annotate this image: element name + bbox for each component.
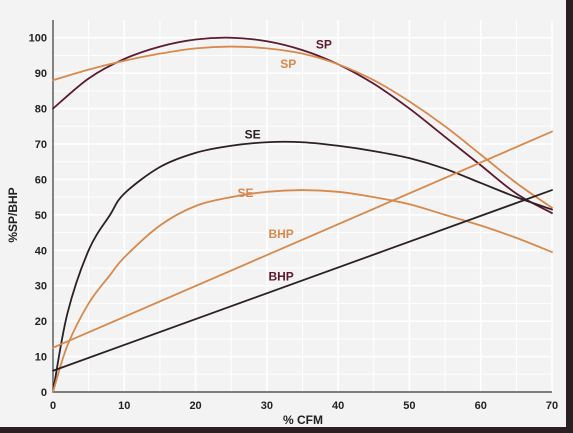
y-tick-label: 10 [35, 352, 47, 364]
x-tick-label: 40 [332, 400, 344, 412]
y-tick-label: 30 [35, 281, 47, 293]
x-tick-label: 10 [118, 400, 130, 412]
curve-label-sp: SP [316, 37, 332, 51]
x-axis-title: % CFM [283, 413, 323, 427]
curve-label-bhp: BHP [268, 269, 293, 283]
x-tick-label: 20 [189, 400, 201, 412]
y-tick-label: 70 [35, 139, 47, 151]
curve-label-bhp: BHP [268, 227, 293, 241]
y-tick-label: 20 [35, 316, 47, 328]
x-tick-label: 50 [403, 400, 415, 412]
curve-label-sp: SP [280, 57, 296, 71]
x-tick-label: 60 [475, 400, 487, 412]
y-axis-title: %SP/BHP [6, 187, 20, 242]
curve-label-se: SE [245, 128, 261, 142]
y-tick-label: 100 [29, 33, 47, 45]
y-tick-label: 90 [35, 68, 47, 80]
x-tick-label: 30 [261, 400, 273, 412]
y-tick-label: 60 [35, 174, 47, 186]
curve-label-se: SE [237, 186, 253, 200]
y-tick-label: 0 [41, 387, 47, 399]
x-tick-label: 0 [50, 400, 56, 412]
y-tick-label: 80 [35, 104, 47, 116]
y-tick-label: 40 [35, 245, 47, 257]
x-tick-label: 70 [546, 400, 558, 412]
y-tick-label: 50 [35, 210, 47, 222]
